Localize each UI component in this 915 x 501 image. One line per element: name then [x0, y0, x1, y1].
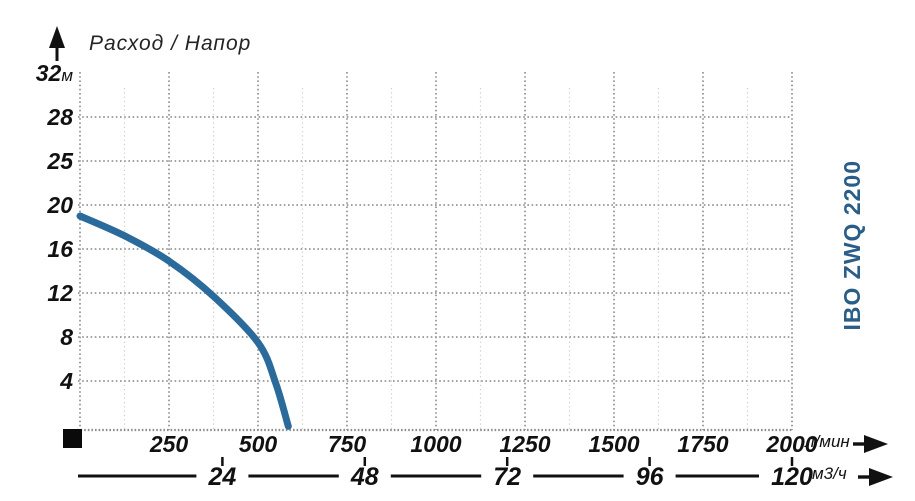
grid [77, 72, 793, 432]
pump-curve [76, 212, 292, 430]
svg-text:28: 28 [46, 104, 73, 130]
chart-title: Расход / Напор [89, 32, 252, 55]
svg-text:20: 20 [46, 192, 73, 218]
svg-text:1000: 1000 [410, 431, 461, 457]
svg-text:8: 8 [60, 324, 73, 350]
svg-text:1500: 1500 [588, 431, 639, 457]
svg-text:32м: 32м [36, 60, 74, 86]
svg-text:48: 48 [350, 463, 379, 491]
up-arrow-icon [49, 26, 65, 61]
x-axis-secondary: 24 48 72 96 120 [78, 457, 813, 491]
svg-text:96: 96 [636, 463, 665, 491]
svg-text:24: 24 [207, 463, 236, 491]
x-secondary-right-arrow-icon [858, 468, 893, 486]
svg-text:25: 25 [46, 148, 74, 174]
svg-text:2000: 2000 [765, 431, 817, 457]
y-axis-tick-labels: 4 8 12 16 20 25 28 32м [36, 60, 74, 394]
svg-text:500: 500 [239, 431, 278, 457]
svg-text:12: 12 [47, 280, 73, 306]
x-primary-right-arrow-icon [853, 435, 888, 453]
svg-text:72: 72 [493, 463, 521, 491]
svg-text:750: 750 [328, 431, 367, 457]
origin-square-marker [63, 429, 82, 448]
svg-text:250: 250 [149, 431, 189, 457]
series-label: IBO ZWQ 2200 [839, 160, 865, 331]
x-axis-primary-tick-labels: 250 500 750 1000 1250 1500 1750 2000 [149, 431, 818, 457]
svg-text:120: 120 [771, 463, 813, 491]
svg-text:1250: 1250 [499, 431, 550, 457]
x-axis-primary-unit: л/мин [805, 432, 850, 451]
x-axis-secondary-unit: м3/ч [812, 464, 847, 483]
svg-text:16: 16 [47, 236, 73, 262]
svg-text:1750: 1750 [677, 431, 728, 457]
svg-text:4: 4 [59, 368, 73, 394]
